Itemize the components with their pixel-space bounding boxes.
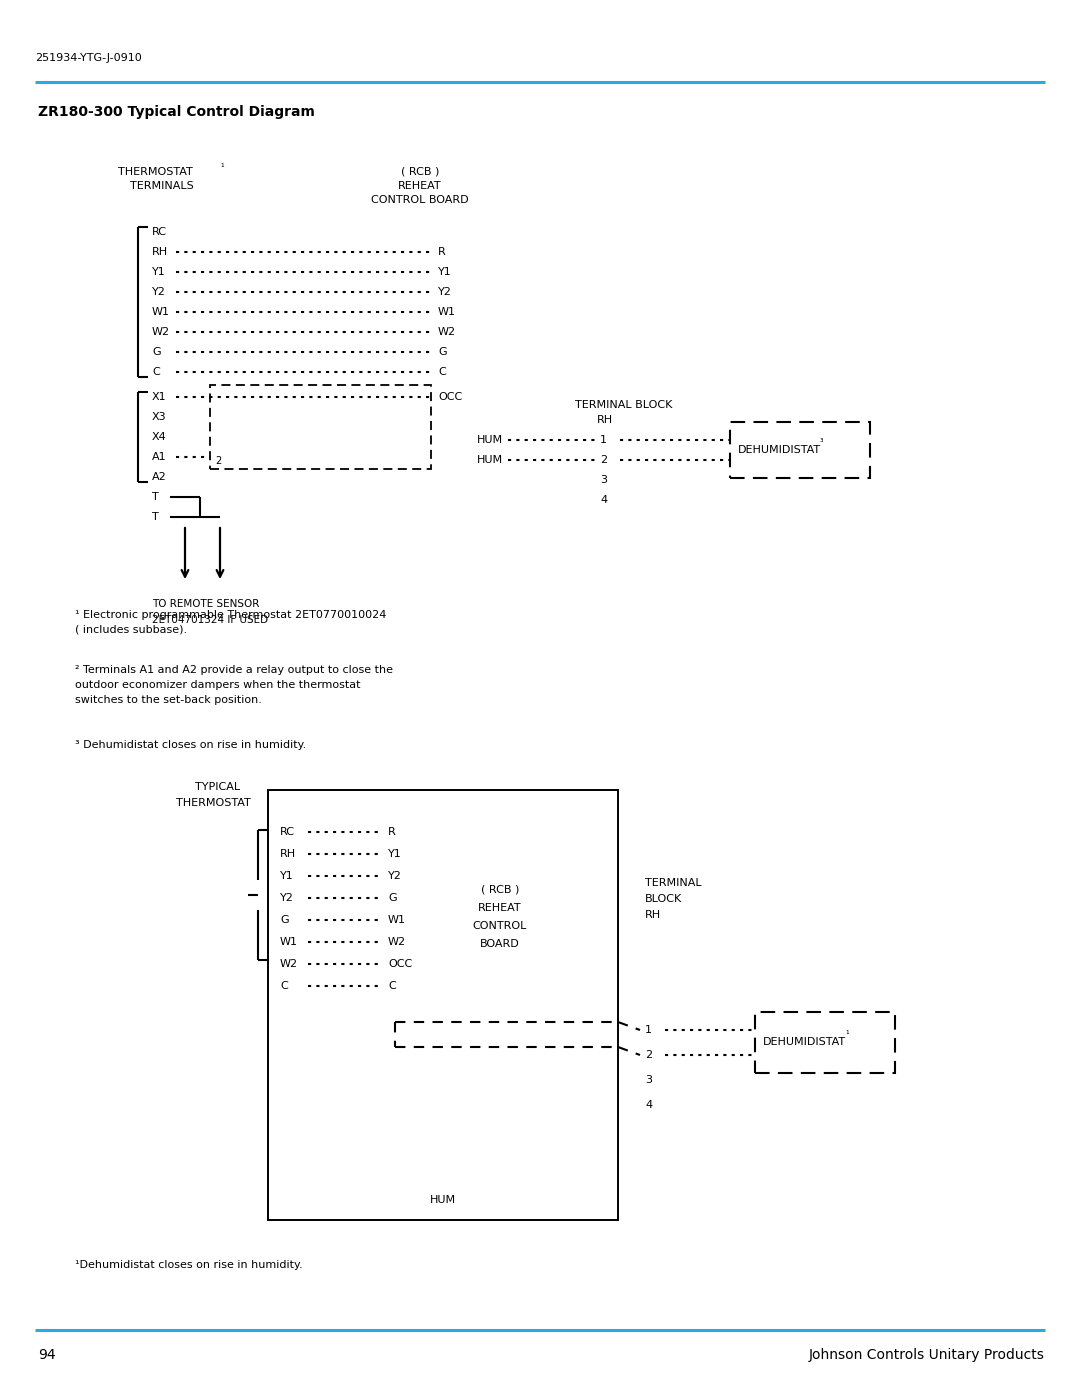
Text: W2: W2 (388, 937, 406, 947)
Text: Y2: Y2 (280, 893, 294, 902)
Text: G: G (388, 893, 396, 902)
Text: W2: W2 (438, 327, 456, 337)
Text: 251934-YTG-J-0910: 251934-YTG-J-0910 (35, 53, 141, 63)
Text: TERMINAL: TERMINAL (645, 877, 702, 888)
Text: C: C (388, 981, 395, 990)
Text: THERMOSTAT: THERMOSTAT (118, 168, 192, 177)
Text: G: G (280, 915, 288, 925)
Text: W1: W1 (280, 937, 298, 947)
Text: 4: 4 (600, 495, 607, 504)
Text: CONTROL BOARD: CONTROL BOARD (372, 196, 469, 205)
Text: ¹Dehumidistat closes on rise in humidity.: ¹Dehumidistat closes on rise in humidity… (75, 1260, 302, 1270)
Text: G: G (438, 346, 447, 358)
Text: ¹: ¹ (845, 1030, 849, 1038)
Text: TYPICAL: TYPICAL (195, 782, 240, 792)
Text: ² Terminals A1 and A2 provide a relay output to close the
outdoor economizer dam: ² Terminals A1 and A2 provide a relay ou… (75, 665, 393, 704)
Text: ³ Dehumidistat closes on rise in humidity.: ³ Dehumidistat closes on rise in humidit… (75, 740, 307, 750)
Text: Y1: Y1 (152, 267, 165, 277)
Text: REHEAT: REHEAT (478, 902, 522, 914)
Text: OCC: OCC (388, 958, 413, 970)
Text: A1: A1 (152, 453, 166, 462)
Text: 2: 2 (215, 455, 221, 467)
Bar (730, 422, 870, 478)
Text: Y1: Y1 (280, 870, 294, 882)
Text: W2: W2 (280, 958, 298, 970)
Text: C: C (280, 981, 287, 990)
Text: TERMINALS: TERMINALS (130, 182, 194, 191)
Text: ZR180-300 Typical Control Diagram: ZR180-300 Typical Control Diagram (38, 105, 315, 119)
Text: W1: W1 (152, 307, 170, 317)
Text: W2: W2 (152, 327, 171, 337)
Text: X3: X3 (152, 412, 166, 422)
Text: 1: 1 (600, 434, 607, 446)
Text: T: T (152, 492, 159, 502)
Text: 4: 4 (645, 1099, 652, 1111)
Text: RH: RH (152, 247, 168, 257)
Text: DEHUMIDISTAT: DEHUMIDISTAT (738, 446, 821, 455)
Text: RC: RC (280, 827, 295, 837)
Text: Y2: Y2 (152, 286, 166, 298)
Text: 3: 3 (600, 475, 607, 485)
Text: ( RCB ): ( RCB ) (481, 886, 519, 895)
Text: G: G (152, 346, 161, 358)
Text: RC: RC (152, 226, 167, 237)
Text: ¹: ¹ (220, 163, 224, 172)
Text: ¹ Electronic programmable Thermostat 2ET0770010024
( includes subbase).: ¹ Electronic programmable Thermostat 2ET… (75, 610, 387, 634)
Text: 2ET04701324 IF USED: 2ET04701324 IF USED (152, 615, 268, 624)
Text: Y1: Y1 (388, 849, 402, 859)
Text: HUM: HUM (477, 455, 503, 465)
Text: X1: X1 (152, 393, 166, 402)
Text: R: R (438, 247, 446, 257)
Text: 3: 3 (645, 1076, 652, 1085)
Text: REHEAT: REHEAT (399, 182, 442, 191)
Text: TERMINAL BLOCK: TERMINAL BLOCK (575, 400, 673, 409)
Text: Y2: Y2 (388, 870, 402, 882)
Text: 2: 2 (600, 455, 607, 465)
Text: ³: ³ (820, 437, 824, 447)
Text: 2: 2 (645, 1051, 652, 1060)
Text: R: R (388, 827, 395, 837)
Text: TO REMOTE SENSOR: TO REMOTE SENSOR (152, 599, 259, 609)
Text: RH: RH (597, 415, 613, 425)
Bar (268, 789, 618, 1220)
Text: BOARD: BOARD (481, 939, 519, 949)
Text: CONTROL: CONTROL (473, 921, 527, 930)
Text: 94: 94 (38, 1348, 56, 1362)
Bar (755, 1011, 895, 1073)
Bar (210, 386, 431, 469)
Text: BLOCK: BLOCK (645, 894, 683, 904)
Text: ( RCB ): ( RCB ) (401, 168, 440, 177)
Text: W1: W1 (438, 307, 456, 317)
Text: RH: RH (280, 849, 296, 859)
Text: X4: X4 (152, 432, 166, 441)
Text: DEHUMIDISTAT: DEHUMIDISTAT (762, 1037, 846, 1046)
Text: Y2: Y2 (438, 286, 451, 298)
Text: C: C (438, 367, 446, 377)
Text: HUM: HUM (477, 434, 503, 446)
Text: OCC: OCC (438, 393, 462, 402)
Text: T: T (152, 511, 159, 522)
Text: Y1: Y1 (438, 267, 451, 277)
Text: C: C (152, 367, 160, 377)
Text: HUM: HUM (430, 1194, 456, 1206)
Text: Johnson Controls Unitary Products: Johnson Controls Unitary Products (809, 1348, 1045, 1362)
Text: THERMOSTAT: THERMOSTAT (176, 798, 251, 807)
Text: 1: 1 (645, 1025, 652, 1035)
Text: RH: RH (645, 909, 661, 921)
Text: W1: W1 (388, 915, 406, 925)
Text: A2: A2 (152, 472, 166, 482)
